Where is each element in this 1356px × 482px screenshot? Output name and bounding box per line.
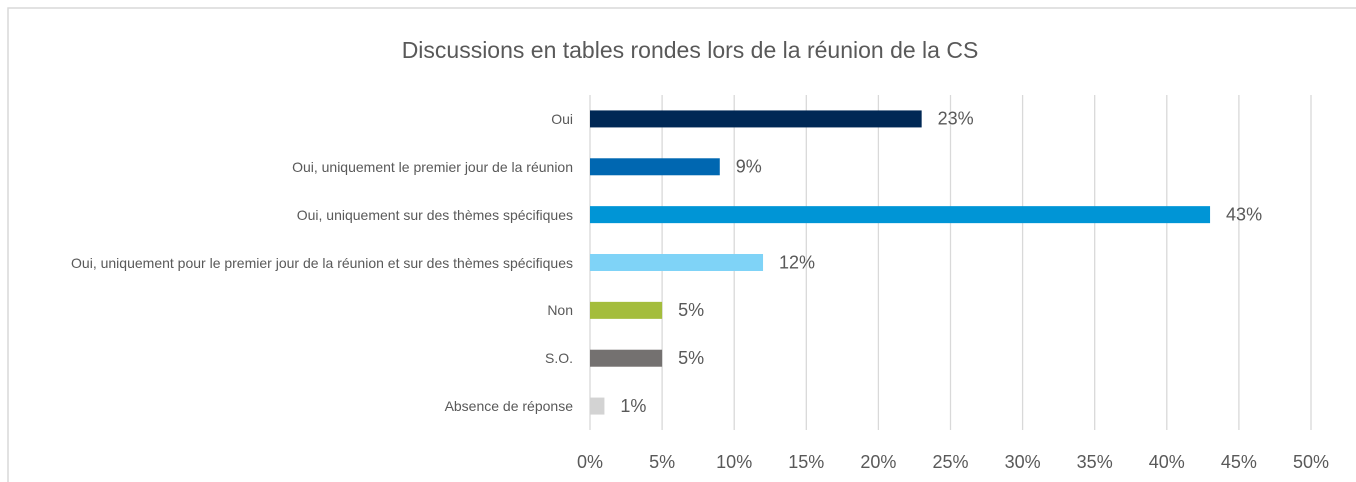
x-tick-label: 50%: [1293, 452, 1329, 472]
x-tick-label: 10%: [716, 452, 752, 472]
bar: [590, 158, 720, 176]
x-tick-label: 20%: [860, 452, 896, 472]
bar: [590, 206, 1211, 224]
bar: [590, 397, 605, 415]
data-label: 1%: [620, 396, 646, 416]
data-label: 23%: [938, 109, 974, 129]
data-label: 9%: [736, 157, 762, 177]
chart-title: Discussions en tables rondes lors de la …: [402, 37, 979, 63]
data-label: 12%: [779, 252, 815, 272]
x-tick-label: 15%: [788, 452, 824, 472]
x-tick-label: 25%: [932, 452, 968, 472]
x-tick-label: 45%: [1221, 452, 1257, 472]
category-label: S.O.: [544, 350, 573, 367]
category-label: Oui, uniquement le premier jour de la ré…: [292, 158, 573, 175]
category-label: Oui, uniquement pour le premier jour de …: [71, 254, 573, 271]
bar: [590, 110, 922, 128]
bar: [590, 349, 663, 367]
bar: [590, 254, 764, 271]
category-label: Non: [547, 302, 573, 319]
chart-border: [7, 7, 1356, 482]
data-label: 5%: [678, 300, 704, 320]
category-label: Oui: [551, 110, 573, 127]
category-label: Oui, uniquement sur des thèmes spécifiqu…: [296, 206, 573, 223]
data-label: 43%: [1226, 204, 1262, 224]
bar: [590, 301, 663, 319]
x-tick-label: 40%: [1149, 452, 1185, 472]
x-tick-label: 5%: [649, 452, 675, 472]
x-tick-label: 35%: [1077, 452, 1113, 472]
data-label: 5%: [678, 348, 704, 368]
category-label: Absence de réponse: [444, 398, 573, 415]
x-tick-label: 30%: [1005, 452, 1041, 472]
x-tick-label: 0%: [577, 452, 603, 472]
